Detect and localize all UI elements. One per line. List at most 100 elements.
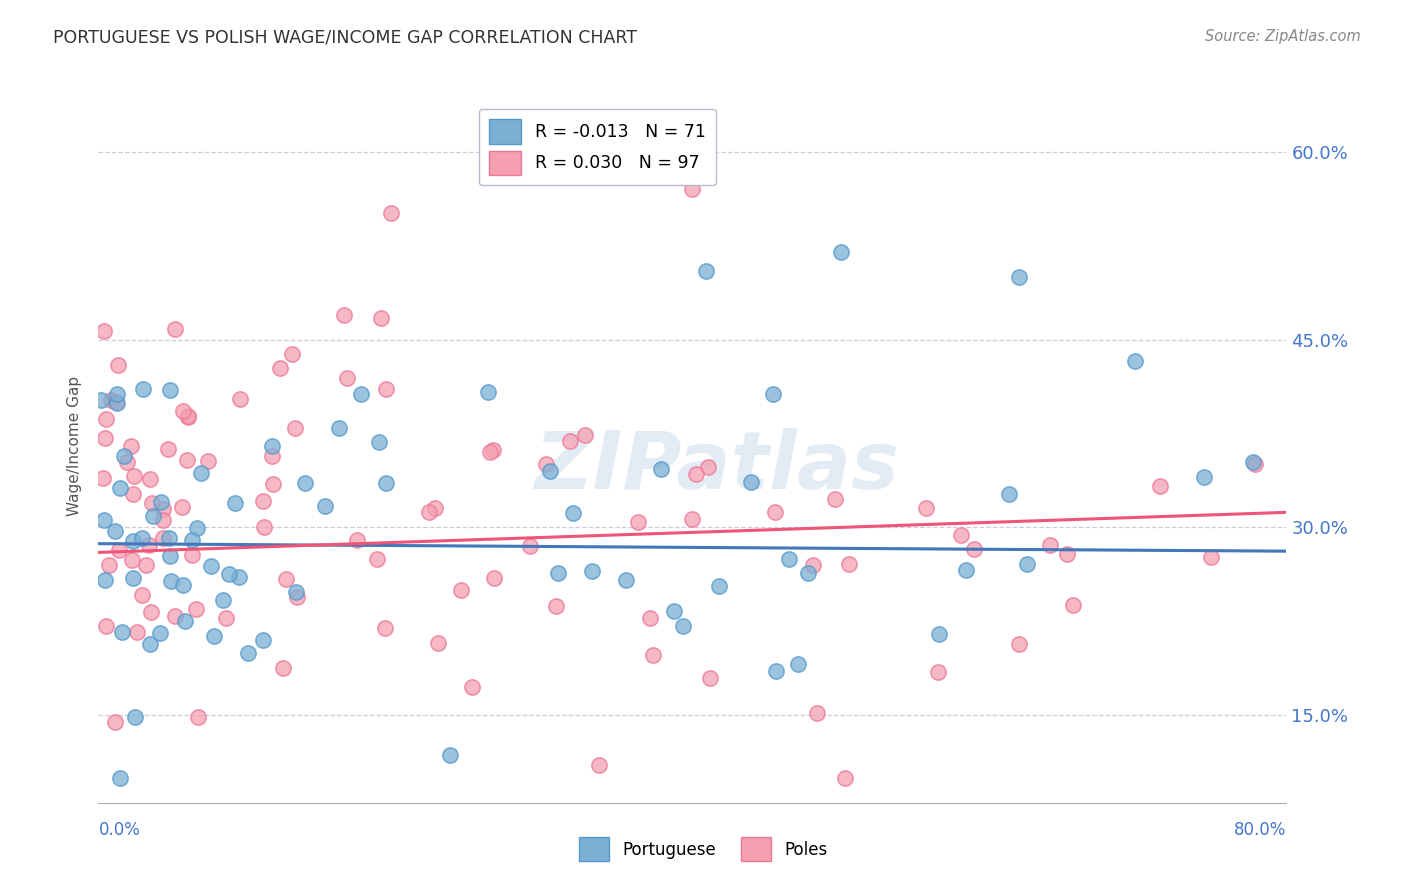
Point [643,648,665,662]
Point [131,588,153,602]
Point [285,590,308,604]
Point [138,537,160,551]
Point [581,565,603,579]
Point [180,533,202,547]
Point [346,533,368,547]
Point [638,611,661,625]
Point [105,386,128,401]
Point [262,450,284,464]
Point [253,520,276,534]
Point [160,574,183,588]
Point [108,481,131,495]
Point [181,548,204,562]
Point [224,496,246,510]
Text: ZIPatlas: ZIPatlas [534,428,898,507]
Point [955,563,977,577]
Point [963,541,986,556]
Point [375,475,398,490]
Point [91,471,114,485]
Point [915,501,938,516]
Point [328,421,350,435]
Point [534,458,557,472]
Point [1008,270,1031,285]
Point [479,445,502,459]
Point [560,434,582,449]
Point [108,543,131,558]
Point [159,383,181,397]
Point [450,583,472,598]
Point [650,462,672,476]
Point [336,371,359,385]
Point [740,475,762,489]
Point [107,358,129,372]
Point [695,264,717,278]
Point [477,384,499,399]
Point [672,619,695,633]
Point [122,571,145,585]
Point [699,672,721,686]
Point [139,606,162,620]
Point [252,494,274,508]
Point [105,395,128,409]
Point [94,431,117,445]
Point [187,710,209,724]
Point [190,467,212,481]
Point [797,566,820,580]
Point [94,573,117,587]
Point [197,454,219,468]
Point [707,579,730,593]
Point [284,585,307,599]
Point [124,710,146,724]
Point [96,412,118,426]
Point [284,421,307,435]
Y-axis label: Wage/Income Gap: Wage/Income Gap [67,376,83,516]
Point [135,558,157,573]
Point [236,646,259,660]
Point [104,715,127,730]
Point [787,657,810,671]
Point [664,604,686,618]
Point [315,499,337,513]
Point [122,469,145,483]
Point [148,626,170,640]
Point [186,521,208,535]
Point [425,501,447,516]
Point [115,455,138,469]
Point [172,578,194,592]
Legend: R = -0.013   N = 71, R = 0.030   N = 97: R = -0.013 N = 71, R = 0.030 N = 97 [479,109,716,186]
Text: 0.0%: 0.0% [98,821,141,838]
Point [212,593,235,607]
Point [138,637,160,651]
Point [93,513,115,527]
Text: PORTUGUESE VS POLISH WAGE/INCOME GAP CORRELATION CHART: PORTUGUESE VS POLISH WAGE/INCOME GAP COR… [53,29,637,46]
Point [131,531,153,545]
Point [834,771,856,785]
Point [157,532,180,546]
Point [1244,457,1267,471]
Point [574,428,596,442]
Point [614,573,637,587]
Point [163,322,186,336]
Point [260,439,283,453]
Point [176,409,198,424]
Point [681,512,703,526]
Point [218,566,240,581]
Point [141,496,163,510]
Point [1062,598,1084,612]
Point [271,661,294,675]
Point [368,434,391,449]
Point [928,627,950,641]
Point [801,558,824,572]
Point [176,453,198,467]
Point [152,531,174,545]
Point [350,386,373,401]
Point [927,665,949,680]
Point [1192,470,1215,484]
Point [538,464,561,478]
Point [120,439,142,453]
Point [427,636,450,650]
Point [380,206,402,220]
Point [111,625,134,640]
Point [588,758,610,772]
Text: Source: ZipAtlas.com: Source: ZipAtlas.com [1205,29,1361,44]
